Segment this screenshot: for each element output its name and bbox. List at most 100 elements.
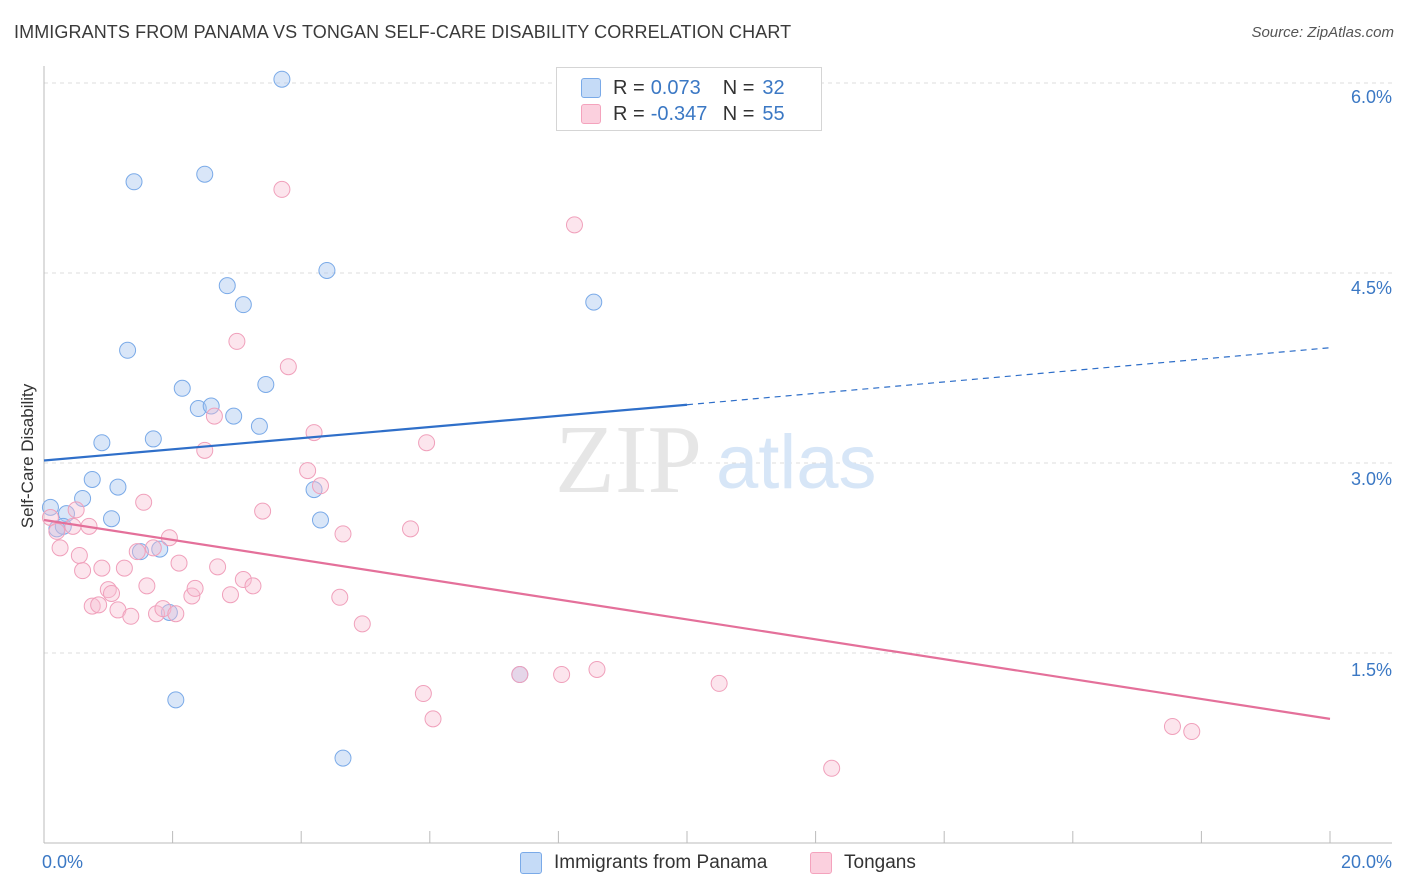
tongans-swatch [581, 104, 601, 124]
tongans-point [135, 493, 153, 511]
panama-point [109, 478, 127, 496]
legend-item-tongans: Tongans [810, 852, 916, 874]
y-axis-label: Self-Care Disability [18, 383, 37, 529]
r-label: R = [613, 76, 645, 99]
y-tick-label-1-5: 1.5% [1350, 660, 1392, 680]
tongans-point [122, 607, 140, 625]
tongans-point [311, 477, 329, 495]
tongans-point [334, 525, 352, 543]
tongans-point [205, 407, 223, 425]
panama-point [273, 70, 291, 88]
x-tick-label-max: 20.0% [1340, 852, 1392, 872]
panama-trend-extension [686, 347, 1331, 406]
panama-point [257, 375, 275, 393]
r-label: R = [613, 102, 645, 125]
tongans-point [186, 579, 204, 597]
panama-point [311, 511, 329, 529]
tongans-point [221, 586, 239, 604]
watermark-zip: ZIP [555, 406, 702, 514]
tongans-point [93, 559, 111, 577]
tongans-point [167, 605, 185, 623]
panama-point [250, 417, 268, 435]
axes [43, 66, 1392, 844]
source-credit: Source: ZipAtlas.com [1251, 24, 1394, 41]
tongans-point [90, 596, 108, 614]
r-value: -0.347 [650, 102, 708, 125]
tongans-point [234, 571, 252, 589]
y-tick-label-3-0: 3.0% [1350, 469, 1392, 489]
panama-point [218, 277, 236, 295]
tongans-point [170, 554, 188, 572]
tongans-point [70, 546, 88, 564]
tongans-point [565, 216, 583, 234]
panama-point [83, 470, 101, 488]
panama-point [225, 407, 243, 425]
tongans-point [588, 660, 606, 678]
tongans-point [48, 522, 66, 540]
n-label: N = [722, 76, 755, 99]
panama-point [151, 540, 169, 558]
y-tick-label-4-5: 4.5% [1350, 278, 1392, 298]
panama-point [234, 296, 252, 314]
panama-legend-swatch [520, 852, 542, 874]
panama-point [103, 510, 121, 528]
tongans-point [51, 539, 69, 557]
tongans-point [196, 441, 214, 459]
panama-legend-label: Immigrants from Panama [554, 852, 768, 873]
data-points [41, 70, 1201, 777]
n-value: 55 [762, 102, 785, 125]
tongans-point [279, 358, 297, 376]
tongans-point [83, 597, 101, 615]
trend-lines [43, 347, 1331, 720]
tongans-point [414, 685, 432, 703]
legend-row-panama: R = 0.073 N = 32 [581, 76, 785, 100]
panama-point [144, 430, 162, 448]
tongans-point [228, 332, 246, 350]
tongans-point [1183, 723, 1201, 741]
tongans-point [331, 588, 349, 606]
tongans-point [128, 543, 146, 561]
panama-point [334, 749, 352, 767]
chart-title: IMMIGRANTS FROM PANAMA VS TONGAN SELF-CA… [14, 22, 792, 42]
tongans-point [553, 666, 571, 684]
y-tick-label-6-0: 6.0% [1350, 87, 1392, 107]
tongans-point [254, 502, 272, 520]
tongans-point [1163, 717, 1181, 735]
panama-point [318, 261, 336, 279]
panama-trend-line [43, 403, 688, 462]
panama-point [125, 173, 143, 191]
tongans-point [115, 559, 133, 577]
r-value: 0.073 [650, 76, 701, 99]
tongans-point [154, 600, 172, 618]
correlation-legend: R = 0.073 N = 32 R = -0.347 N = 55 [556, 67, 822, 131]
panama-point [173, 379, 191, 397]
gridlines [44, 82, 1392, 654]
panama-point [189, 400, 207, 418]
legend-row-tongans: R = -0.347 N = 55 [581, 102, 785, 126]
tongans-point [710, 674, 728, 692]
tongans-point [424, 710, 442, 728]
tongans-legend-label: Tongans [844, 852, 916, 873]
tongans-point [209, 558, 227, 576]
tongans-point [299, 462, 317, 480]
panama-point [119, 341, 137, 359]
tongans-point [418, 434, 436, 452]
tongans-point [353, 615, 371, 633]
tongans-point [402, 520, 420, 538]
legend-item-panama: Immigrants from Panama [520, 852, 767, 874]
n-value: 32 [762, 76, 785, 99]
n-label: N = [722, 102, 755, 125]
panama-point [202, 397, 220, 415]
panama-point [585, 293, 603, 311]
panama-point [196, 165, 214, 183]
tongans-point [273, 180, 291, 198]
watermark-atlas: atlas [716, 420, 877, 505]
tongans-point [103, 584, 121, 602]
x-tick-label-min: 0.0% [42, 852, 84, 872]
tongans-point [144, 539, 162, 557]
panama-swatch [581, 78, 601, 98]
tongans-point [511, 666, 529, 684]
tongans-legend-swatch [810, 852, 832, 874]
tongans-trend-line [43, 518, 1331, 720]
panama-point [167, 691, 185, 709]
